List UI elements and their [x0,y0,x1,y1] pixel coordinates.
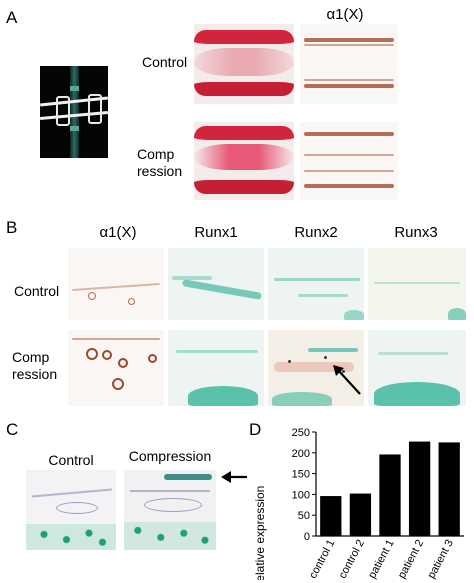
panel-c-header-compression: Compression [128,448,212,464]
panel-b-compression-alpha1x-image [68,330,164,406]
panel-c-compression-image [124,470,216,550]
radiograph-image [40,66,108,158]
panel-label-d: D [249,420,262,439]
panel-b-header-runx3: Runx3 [394,224,438,241]
chart-y-tick-label: 100 [292,489,310,501]
panel-b-control-runx2-image [268,248,364,320]
arrow-icon [333,365,361,395]
chart-y-tick-label: 150 [292,469,310,481]
chart-bar [349,493,372,536]
chart-x-tick-label: patient 1 [366,538,396,580]
panel-label-a: A [6,8,18,27]
chart-x-tick-label: control 2 [337,538,367,580]
panel-b-control-runx1-image [168,248,264,320]
chart-y-tick-label: 0 [304,531,310,543]
panel-a-compression-ihc-image [300,122,398,200]
panel-c-arrow-icon [221,471,247,483]
panel-c-control-image [26,470,116,550]
panel-b-compression-runx1-image [168,330,264,406]
chart-bar [320,496,342,536]
panel-a-row-label-compression-2: ression [137,163,183,179]
panel-a-row-label-control: Control [142,54,188,70]
panel-a-control-safranin-image [194,24,294,104]
panel-b-header-runx1: Runx1 [194,224,238,241]
panel-b-header-runx2: Runx2 [294,224,338,241]
panel-b-row-label-compression-2: ression [12,366,58,382]
panel-b-compression-runx3-image [368,330,466,406]
panel-a-compression-safranin-image [194,122,294,200]
chart-y-tick-label: 250 [292,427,310,439]
chart-y-axis-label: Relative expression [253,486,267,580]
panel-label-c: C [6,420,19,439]
panel-b-header-alpha1x: α1(X) [99,224,137,241]
panel-b-row-label-control: Control [14,283,60,299]
panel-b-control-runx3-image [368,248,466,320]
panel-b-compression-runx2-image [268,330,364,406]
panel-a-control-ihc-image [300,24,398,104]
chart-x-tick-label: patient 3 [425,538,455,580]
panel-b-row-label-compression-1: Comp [12,349,50,365]
chart-x-tick-label: patient 2 [396,538,426,580]
chart-bar [408,441,431,536]
chart-y-tick-label: 50 [298,510,310,522]
chart-x-tick-label: control 1 [307,538,337,580]
panel-a-row-label-compression-1: Comp [137,146,175,162]
chart-bar [379,454,401,536]
chart-bar [438,442,460,536]
panel-a-header-alpha1x: α1(X) [326,6,364,23]
panel-b-control-alpha1x-image [68,248,164,320]
panel-label-b: B [6,218,18,237]
chart-y-tick-label: 200 [292,448,310,460]
panel-c-header-control: Control [48,452,94,468]
